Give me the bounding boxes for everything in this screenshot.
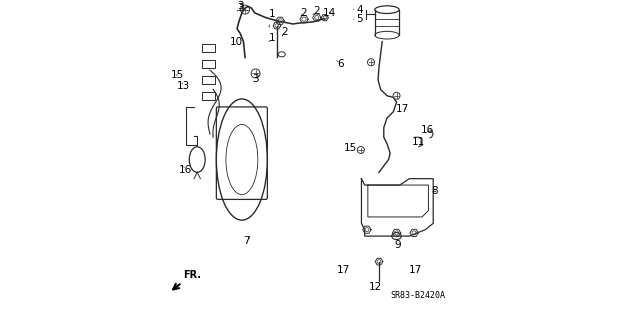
Text: 9: 9 — [394, 240, 401, 250]
Text: 1: 1 — [269, 10, 275, 27]
Text: 5: 5 — [353, 14, 363, 24]
Text: 8: 8 — [431, 186, 438, 197]
Text: 3: 3 — [252, 74, 259, 84]
Text: 10: 10 — [230, 37, 243, 47]
Text: FR.: FR. — [173, 270, 201, 289]
Bar — [202, 92, 215, 100]
Text: SR83-B2420A: SR83-B2420A — [390, 291, 445, 300]
Text: 15: 15 — [171, 70, 184, 80]
Text: 14: 14 — [323, 8, 336, 18]
Text: 15: 15 — [343, 143, 356, 153]
Text: 2: 2 — [313, 6, 319, 16]
Text: 7: 7 — [243, 236, 250, 246]
Text: 3: 3 — [237, 3, 244, 13]
Text: 11: 11 — [412, 137, 425, 147]
Text: 1: 1 — [269, 33, 275, 43]
Bar — [202, 76, 215, 84]
Text: 16: 16 — [421, 125, 435, 135]
Text: 12: 12 — [369, 282, 382, 292]
Text: 2: 2 — [301, 8, 307, 18]
Bar — [202, 60, 215, 68]
Text: 16: 16 — [179, 165, 192, 175]
Text: 17: 17 — [396, 104, 408, 114]
Text: 4: 4 — [353, 5, 363, 15]
Text: 2: 2 — [281, 27, 287, 37]
Text: 6: 6 — [337, 59, 344, 69]
Text: 13: 13 — [177, 81, 191, 91]
Text: 3: 3 — [237, 2, 244, 11]
Text: 17: 17 — [337, 264, 350, 275]
Bar — [202, 44, 215, 52]
Text: 17: 17 — [409, 265, 422, 275]
